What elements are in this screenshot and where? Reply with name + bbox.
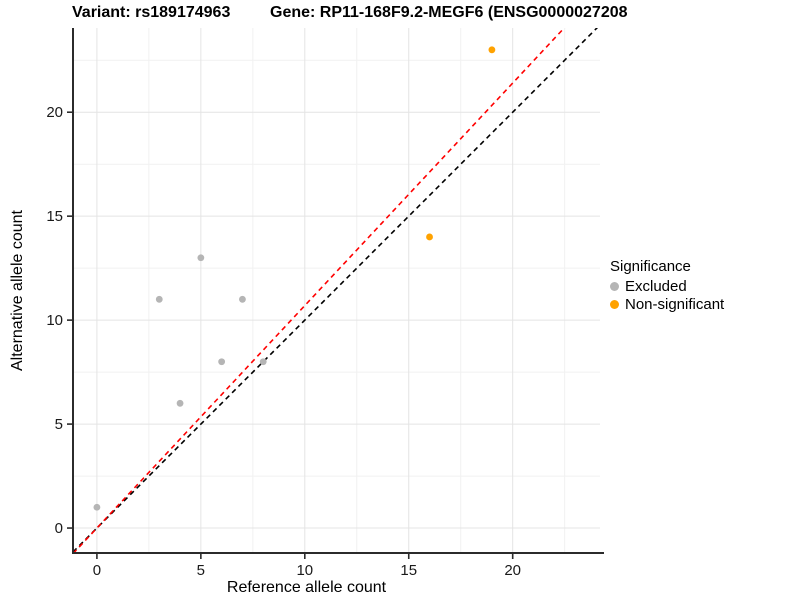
legend-item-excluded: Excluded <box>610 277 724 295</box>
x-axis-title: Reference allele count <box>227 579 387 596</box>
data-point-excluded <box>197 254 205 262</box>
y-tick-label: 15 <box>46 208 63 225</box>
x-tick-label: 10 <box>296 562 313 579</box>
data-point-non-significant <box>488 46 496 54</box>
data-point-non-significant <box>426 233 433 241</box>
data-point-excluded <box>93 503 101 511</box>
identity-line <box>73 28 599 553</box>
x-tick-label: 5 <box>197 562 205 579</box>
x-tick-label: 20 <box>504 562 521 579</box>
fit-line <box>73 28 566 553</box>
data-point-excluded <box>218 358 226 366</box>
y-tick-label: 20 <box>46 104 63 121</box>
panel-background <box>73 28 600 553</box>
data-point-excluded <box>176 399 184 407</box>
gene-title: Gene: RP11-168F9.2-MEGF6 (ENSG0000027208 <box>270 4 628 21</box>
x-tick-label: 15 <box>400 562 417 579</box>
legend-label: Excluded <box>625 277 687 295</box>
data-point-excluded <box>239 295 246 303</box>
legend-label: Non-significant <box>625 295 725 313</box>
variant-title: Variant: rs189174963 <box>72 4 231 21</box>
y-tick-label: 10 <box>46 312 63 329</box>
data-point-excluded <box>259 358 267 366</box>
x-tick-label: 0 <box>93 562 101 579</box>
legend: Significance Excluded Non-significant <box>610 258 724 313</box>
y-tick-label: 5 <box>55 416 63 433</box>
y-axis-title: Alternative allele count <box>9 209 26 371</box>
data-point-excluded <box>155 295 163 303</box>
legend-title: Significance <box>610 258 691 275</box>
y-tick-label: 0 <box>55 520 63 537</box>
legend-item-non-significant: Non-significant <box>610 295 724 313</box>
excluded-dot-icon <box>610 281 619 291</box>
non-significant-dot-icon <box>610 299 619 309</box>
